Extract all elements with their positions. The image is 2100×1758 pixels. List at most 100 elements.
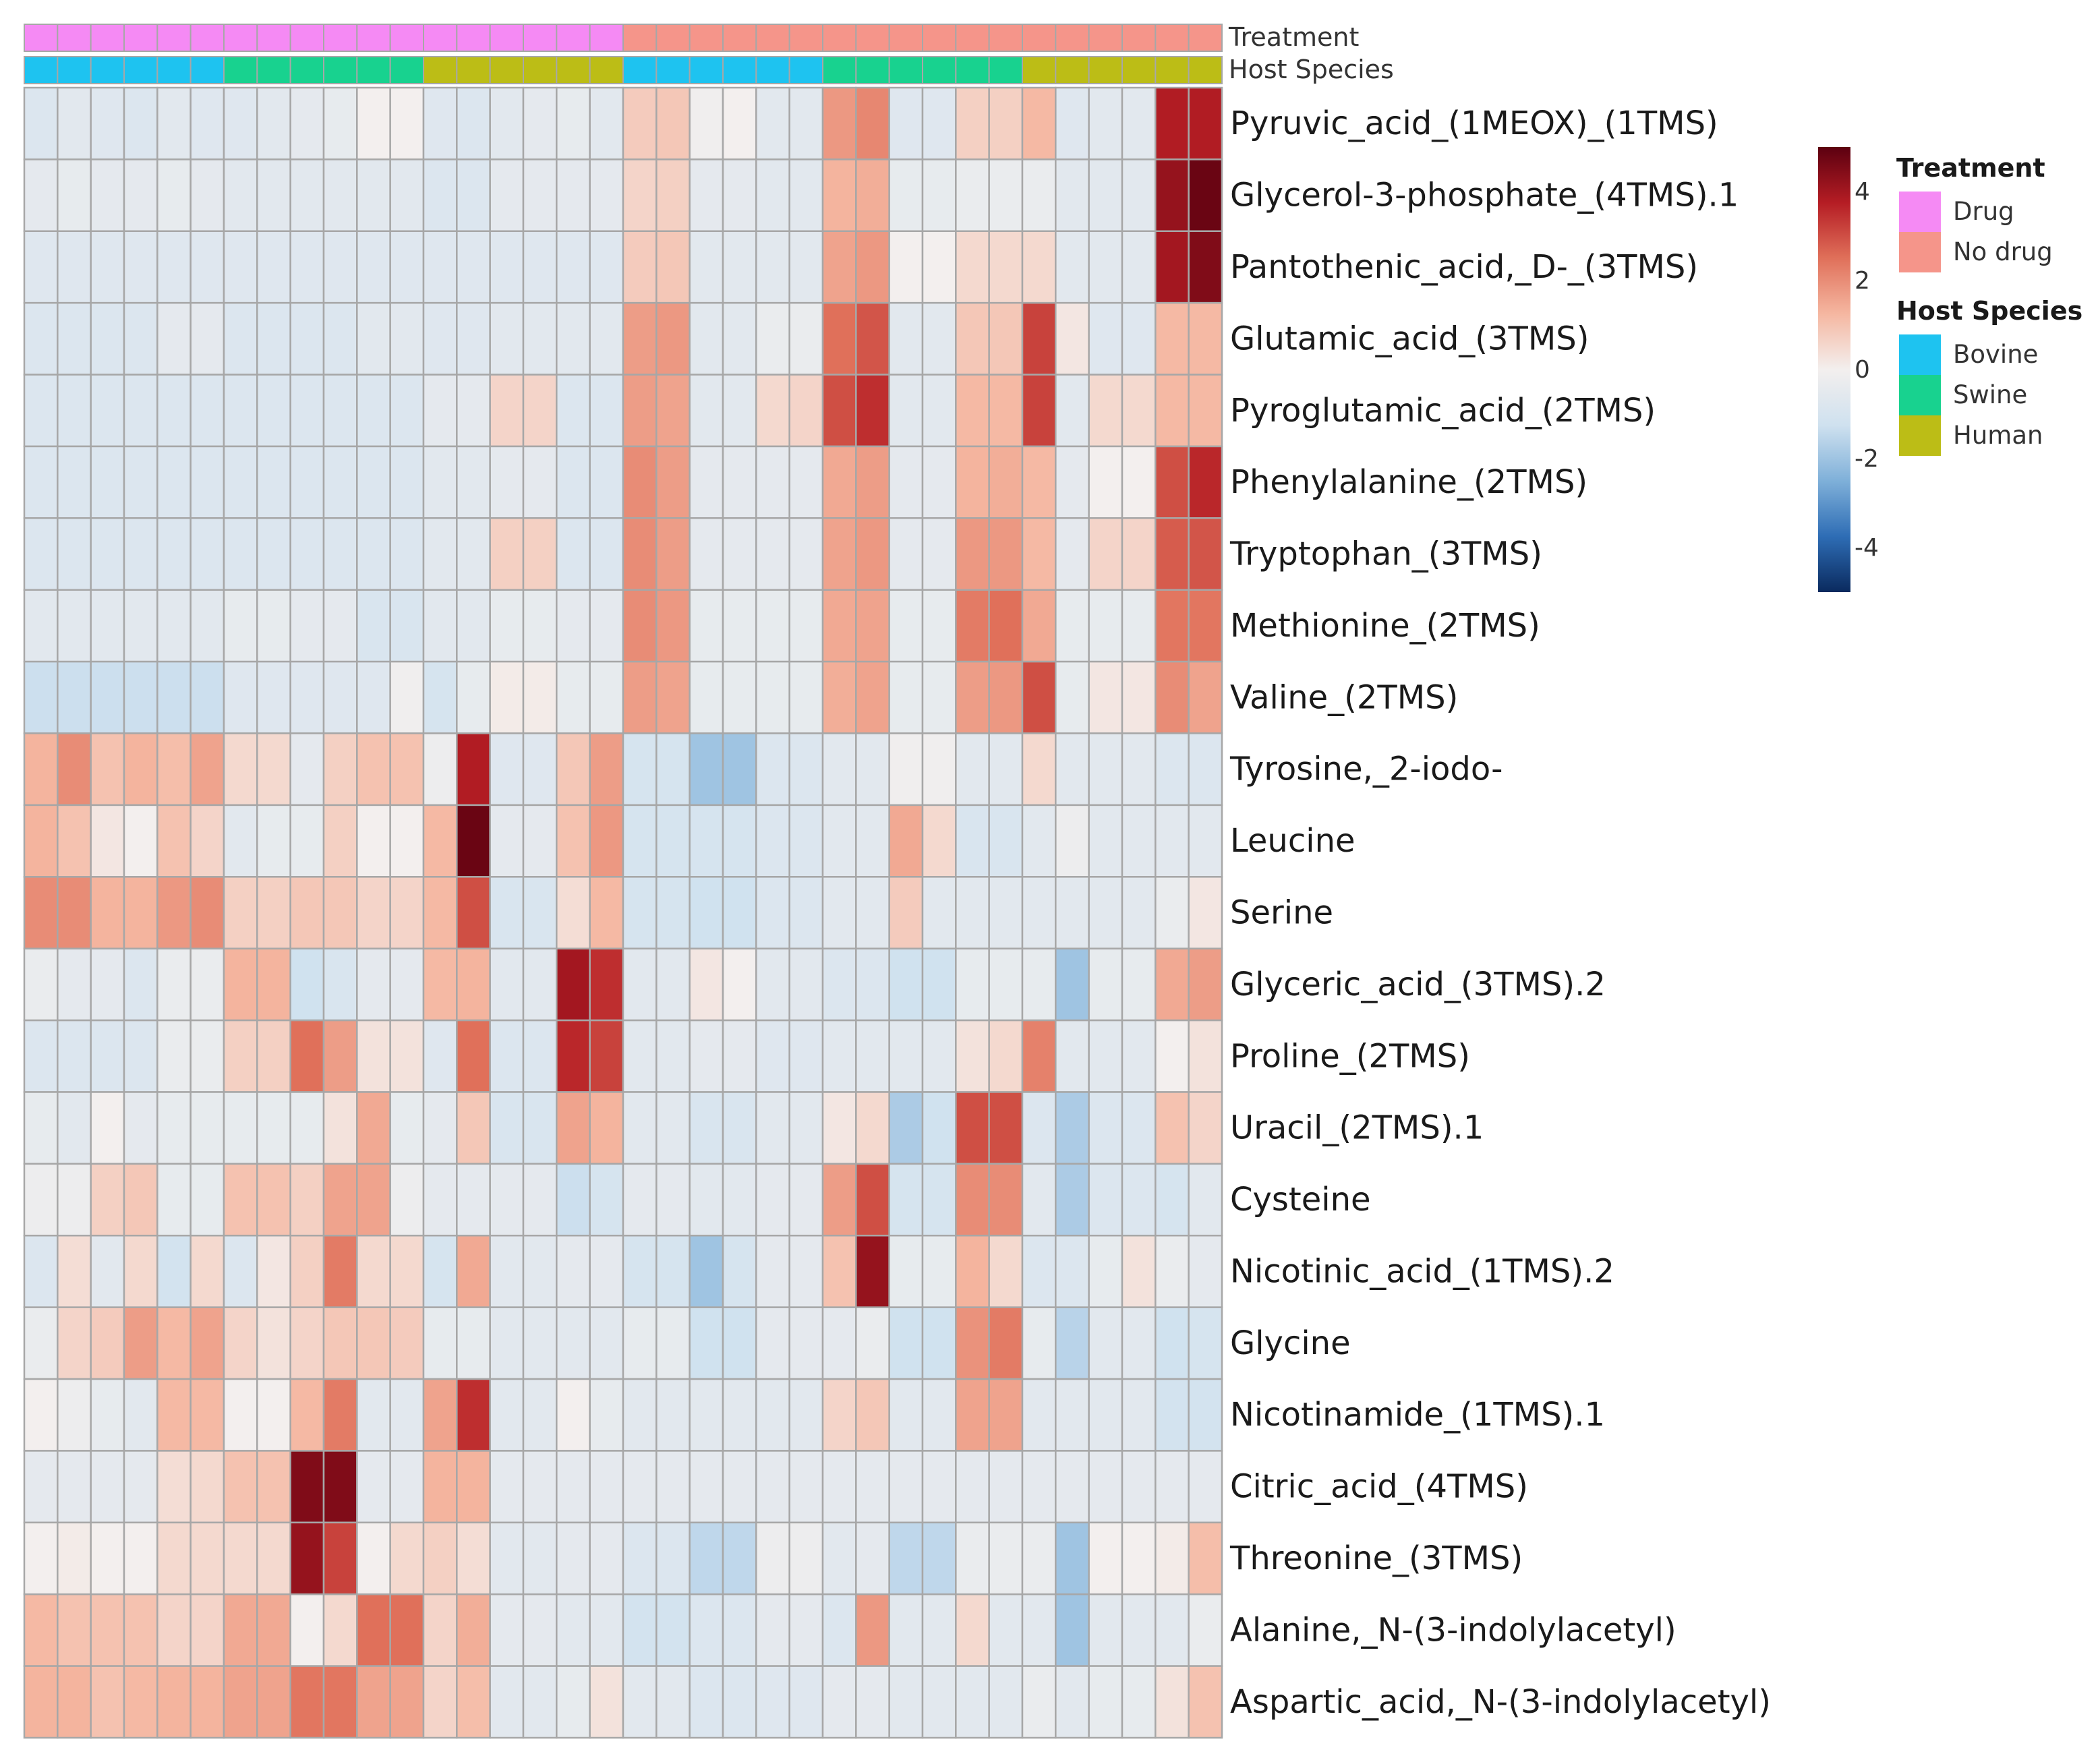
heatmap-cell bbox=[689, 804, 724, 878]
heatmap-cell bbox=[456, 1091, 491, 1165]
heatmap-cell bbox=[788, 1450, 824, 1524]
heatmap-cell bbox=[489, 1091, 525, 1165]
heatmap-cell bbox=[855, 445, 890, 519]
heatmap-cell bbox=[1055, 301, 1090, 376]
heatmap-cell bbox=[788, 1378, 824, 1452]
heatmap-cell bbox=[855, 1521, 890, 1595]
heatmap-cell bbox=[689, 589, 724, 663]
heatmap-cell bbox=[90, 1235, 125, 1308]
heatmap-cell bbox=[456, 1521, 491, 1595]
heatmap-cell bbox=[689, 374, 724, 448]
heatmap-cell bbox=[23, 1593, 59, 1667]
heatmap-cell bbox=[988, 230, 1024, 304]
heatmap-cell bbox=[23, 1091, 59, 1165]
heatmap-cell bbox=[23, 158, 59, 233]
heatmap-cell bbox=[123, 1019, 158, 1093]
heatmap-cell bbox=[522, 374, 558, 448]
heatmap-cell bbox=[322, 86, 358, 160]
heatmap-cell bbox=[556, 1450, 591, 1524]
annotation-cell-treatment bbox=[189, 24, 225, 52]
heatmap-cell bbox=[1021, 1521, 1057, 1595]
heatmap-cell bbox=[522, 589, 558, 663]
heatmap-cell bbox=[23, 301, 59, 376]
heatmap-cell bbox=[289, 804, 325, 878]
heatmap-cell bbox=[788, 301, 824, 376]
heatmap-cell bbox=[988, 732, 1024, 807]
heatmap-cell bbox=[57, 1091, 92, 1165]
heatmap-cell bbox=[456, 158, 491, 233]
heatmap-cell bbox=[1021, 1163, 1057, 1237]
heatmap-cell bbox=[589, 876, 624, 949]
annotation-cell-host-species bbox=[755, 56, 790, 84]
heatmap-cell bbox=[589, 732, 624, 807]
heatmap-cell bbox=[1121, 1019, 1157, 1093]
heatmap-cell bbox=[322, 660, 358, 734]
heatmap-cell bbox=[289, 374, 325, 448]
heatmap-cell bbox=[556, 1665, 591, 1739]
heatmap-cell bbox=[755, 301, 790, 376]
heatmap-cell bbox=[722, 517, 757, 591]
heatmap-cell bbox=[1088, 1450, 1124, 1524]
heatmap-cell bbox=[589, 1235, 624, 1308]
heatmap-cell bbox=[289, 1521, 325, 1595]
annotation-cell-treatment bbox=[955, 24, 990, 52]
heatmap-cell bbox=[356, 230, 391, 304]
heatmap-cell bbox=[821, 1091, 857, 1165]
heatmap-cell bbox=[1188, 445, 1223, 519]
heatmap-cell bbox=[1155, 1665, 1190, 1739]
heatmap-cell bbox=[955, 1450, 990, 1524]
heatmap-cell bbox=[1021, 230, 1057, 304]
annotation-bars: Treatment Host Species bbox=[24, 22, 1394, 84]
heatmap-cell bbox=[289, 947, 325, 1022]
heatmap-cell bbox=[722, 445, 757, 519]
heatmap-cell bbox=[123, 1091, 158, 1165]
heatmap-cell bbox=[921, 1665, 957, 1739]
heatmap-cell bbox=[456, 1450, 491, 1524]
heatmap-cell bbox=[888, 804, 924, 878]
annotation-cell-host-species bbox=[988, 56, 1023, 84]
heatmap-cell bbox=[356, 804, 391, 878]
heatmap-cell bbox=[189, 230, 225, 304]
heatmap-cell bbox=[1121, 1521, 1157, 1595]
heatmap-cell bbox=[955, 445, 990, 519]
heatmap-cell bbox=[955, 1665, 990, 1739]
heatmap-cell bbox=[755, 230, 790, 304]
heatmap-cell bbox=[123, 445, 158, 519]
heatmap-cell bbox=[888, 517, 924, 591]
heatmap-cell bbox=[755, 1163, 790, 1237]
heatmap-cell bbox=[389, 1163, 425, 1237]
heatmap-cell bbox=[1088, 947, 1124, 1022]
heatmap-cell bbox=[90, 1306, 125, 1380]
annotation-cell-host-species bbox=[1022, 56, 1057, 84]
heatmap-cell bbox=[90, 876, 125, 949]
heatmap-cell bbox=[1188, 876, 1223, 949]
heatmap-cell bbox=[322, 1378, 358, 1452]
heatmap-cell bbox=[622, 374, 658, 448]
heatmap-cell bbox=[921, 1378, 957, 1452]
heatmap-cell bbox=[855, 1019, 890, 1093]
heatmap-cell bbox=[888, 230, 924, 304]
heatmap-cell bbox=[156, 301, 192, 376]
heatmap-cell bbox=[755, 1665, 790, 1739]
heatmap-cell bbox=[90, 660, 125, 734]
annotation-cell-treatment bbox=[1155, 24, 1190, 52]
heatmap-cell bbox=[955, 1593, 990, 1667]
heatmap-cell bbox=[123, 1163, 158, 1237]
heatmap-cell bbox=[90, 1521, 125, 1595]
heatmap-cell bbox=[57, 660, 92, 734]
row-label: Glycerol-3-phosphate_(4TMS).1 bbox=[1230, 177, 1739, 214]
heatmap-cell bbox=[289, 230, 325, 304]
heatmap-cell bbox=[90, 1091, 125, 1165]
heatmap-cell bbox=[123, 876, 158, 949]
heatmap-cell bbox=[655, 1235, 691, 1308]
heatmap-cell bbox=[589, 1019, 624, 1093]
heatmap-cell bbox=[1021, 804, 1057, 878]
annotation-cell-treatment bbox=[1121, 24, 1157, 52]
heatmap-cell bbox=[223, 445, 258, 519]
heatmap-cell bbox=[1055, 732, 1090, 807]
heatmap-cell bbox=[888, 589, 924, 663]
heatmap-cell bbox=[1188, 517, 1223, 591]
heatmap-cell bbox=[23, 804, 59, 878]
heatmap-cell bbox=[57, 517, 92, 591]
heatmap-cell bbox=[722, 876, 757, 949]
